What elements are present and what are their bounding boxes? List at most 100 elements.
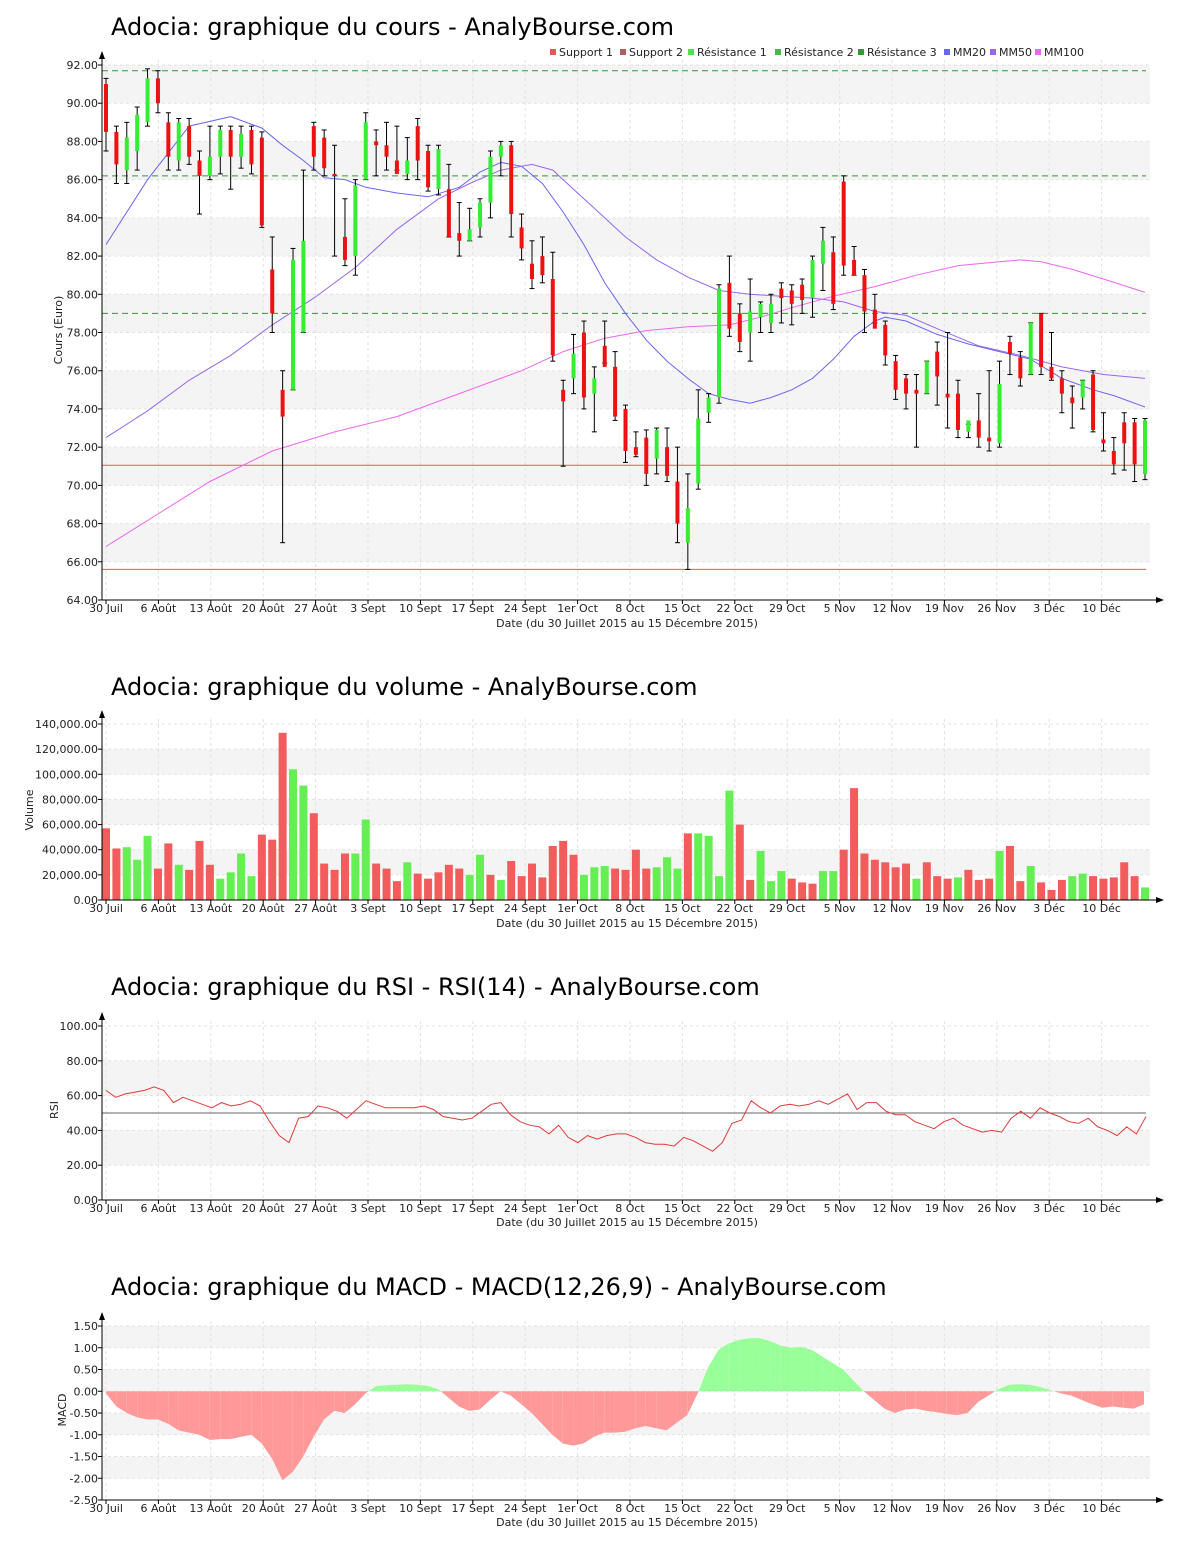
macd-segment: [791, 1346, 802, 1392]
volume-bar: [507, 861, 516, 900]
candle-body: [592, 378, 597, 394]
candle: [758, 301, 764, 333]
volume-bar: [964, 869, 973, 900]
rsi-series: [102, 1086, 1147, 1152]
macd-segment: [801, 1346, 812, 1392]
volume-bar: [756, 850, 765, 900]
macd-segment: [199, 1391, 210, 1440]
volume-bar: [652, 867, 661, 900]
candle-body: [446, 189, 451, 237]
volume-bar: [891, 867, 900, 900]
volume-y-tick-label: 100,000.00: [35, 768, 98, 781]
macd-segment: [251, 1391, 262, 1444]
candle-body: [426, 150, 431, 188]
candle: [882, 320, 888, 366]
volume-axes: 0.00 20,000.00 40,000.00 60,000.00 80,000.00…: [35, 710, 1164, 915]
candle-body: [717, 288, 722, 398]
candle-body: [540, 256, 545, 276]
candle: [685, 473, 691, 570]
rsi-x-tick-label: 13 Août: [189, 1202, 233, 1215]
macd-segment: [905, 1391, 916, 1410]
volume-bar: [1078, 873, 1087, 900]
candle-body: [914, 389, 919, 394]
price-x-tick-label: 20 Août: [242, 602, 286, 615]
candle: [529, 240, 535, 290]
price-x-tick-label: 3 Sept: [350, 602, 386, 615]
price-y-tick-label: 68.00: [67, 518, 99, 531]
candle: [1100, 412, 1106, 452]
candle-body: [675, 481, 680, 524]
volume-bar: [444, 864, 453, 900]
candle-body: [1143, 420, 1147, 474]
volume-bar: [1005, 845, 1014, 900]
macd-x-tick-label: 10 Déc: [1082, 1502, 1121, 1515]
macd-segment: [448, 1391, 459, 1407]
candle-body: [519, 227, 524, 249]
rsi-x-tick-label: 22 Oct: [717, 1202, 754, 1215]
rsi-x-tick-label: 5 Nov: [824, 1202, 856, 1215]
candle: [695, 389, 701, 490]
candle-body: [197, 160, 202, 176]
macd-segment: [884, 1391, 895, 1413]
candle: [1059, 370, 1065, 414]
macd-segment: [168, 1391, 179, 1431]
volume-x-tick-label: 8 Oct: [615, 902, 645, 915]
macd-x-tick-label: 13 Août: [189, 1502, 233, 1515]
candle: [571, 333, 577, 395]
volume-bar: [1141, 887, 1149, 900]
candle: [280, 370, 286, 544]
volume-x-tick-label: 26 Nov: [977, 902, 1016, 915]
candle-body: [758, 303, 763, 318]
price-band: [102, 141, 1150, 180]
macd-segment: [770, 1341, 781, 1392]
candle: [207, 125, 213, 181]
volume-x-tick-label: 22 Oct: [717, 902, 754, 915]
price-x-tick-label: 15 Oct: [664, 602, 701, 615]
candle-body: [509, 145, 514, 215]
macd-x-tick-label: 30 Juil: [89, 1502, 123, 1515]
macd-chart: Adocia: graphique du MACD - MACD(12,26,9…: [56, 1273, 1164, 1529]
rsi-line: [105, 1086, 1147, 1152]
macd-segment: [562, 1391, 574, 1446]
candle: [124, 121, 130, 184]
volume-bar: [1120, 862, 1129, 900]
macd-segment: [1060, 1391, 1072, 1396]
macd-segment: [521, 1391, 532, 1413]
candle: [238, 125, 244, 169]
legend-swatch: [688, 49, 694, 55]
candle-body: [394, 160, 399, 174]
rsi-x-tick-label: 10 Sept: [399, 1202, 442, 1215]
volume-bar: [663, 857, 672, 900]
candle-body: [166, 122, 171, 157]
macd-segment: [261, 1391, 273, 1459]
volume-bar: [548, 845, 557, 900]
macd-segment: [998, 1384, 1010, 1392]
candle-body: [613, 366, 618, 417]
candle: [623, 404, 628, 463]
candle: [893, 354, 899, 400]
volume-bar: [382, 868, 391, 900]
candle: [498, 140, 504, 177]
candle-body: [644, 437, 649, 474]
macd-x-tick-label: 15 Oct: [664, 1502, 701, 1515]
volume-y-axis-arrow: [99, 710, 105, 718]
candle-body: [955, 393, 960, 430]
macd-x-tick-label: 5 Nov: [824, 1502, 856, 1515]
macd-segment: [1133, 1391, 1144, 1409]
volume-bar: [683, 833, 692, 900]
macd-segment: [780, 1345, 792, 1392]
candle-body: [1111, 450, 1116, 465]
candle: [1017, 351, 1023, 387]
candle: [519, 213, 525, 261]
candle-body: [883, 324, 888, 356]
price-y-tick-label: 78.00: [67, 327, 99, 340]
macd-segment: [368, 1386, 376, 1392]
macd-x-tick-label: 10 Sept: [399, 1502, 442, 1515]
price-x-tick-label: 13 Août: [189, 602, 233, 615]
candle: [425, 144, 431, 192]
price-y-tick-label: 82.00: [67, 250, 99, 263]
macd-segment: [1123, 1391, 1134, 1409]
candle: [861, 268, 867, 333]
macd-segment: [811, 1349, 823, 1392]
volume-bar: [590, 867, 599, 900]
